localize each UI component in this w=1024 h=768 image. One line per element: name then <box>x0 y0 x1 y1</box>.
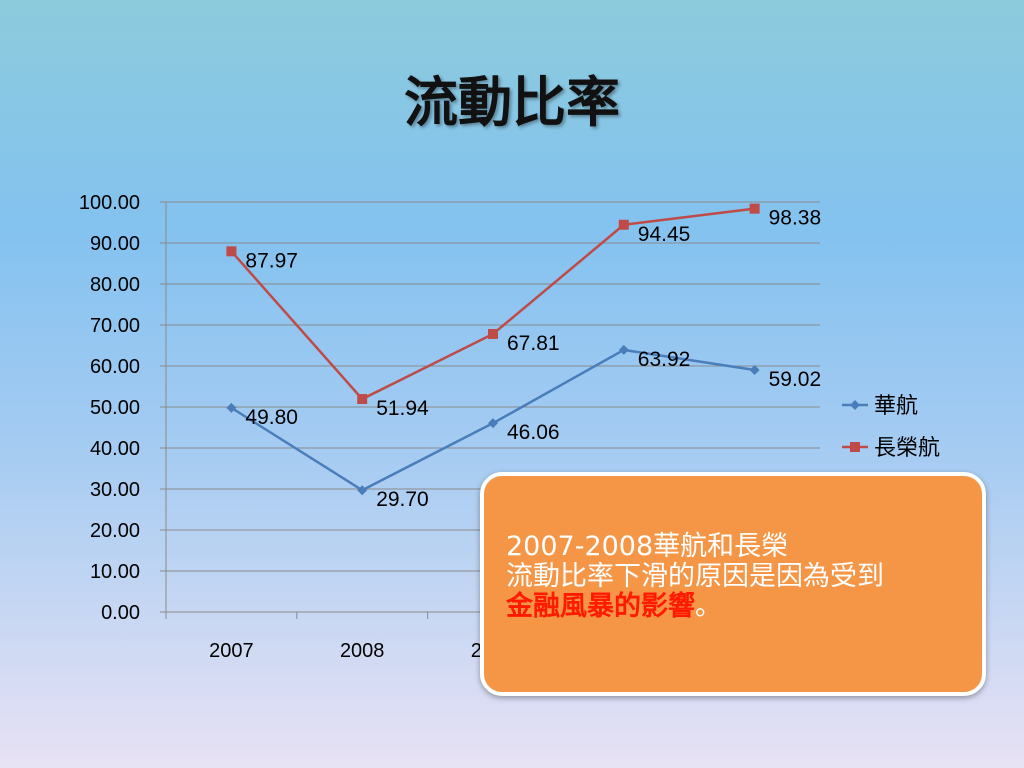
y-tick-label-0: 0.00 <box>101 602 140 624</box>
x-tick-label-2007: 2007 <box>209 640 254 662</box>
series-1-point-2 <box>488 328 498 339</box>
series-0-point-0 <box>226 402 237 413</box>
y-tick-label-6: 60.00 <box>90 356 140 378</box>
series-1-point-0 <box>226 246 237 257</box>
series-1-point-4 <box>749 203 760 214</box>
series-0-point-3 <box>618 344 629 355</box>
y-tick-label-5: 50.00 <box>90 397 140 419</box>
series-0-label-3: 63.92 <box>638 348 691 371</box>
y-tick-label-2: 20.00 <box>90 520 140 542</box>
legend-label-0: 華航 <box>874 394 918 419</box>
callout-line-2: 流動比率下滑的原因是因為受到 <box>506 561 884 592</box>
y-tick-label-8: 80.00 <box>90 274 140 296</box>
series-1-point-1 <box>357 394 368 405</box>
y-tick-label-7: 70.00 <box>90 315 140 337</box>
legend-label-1: 長榮航 <box>874 436 940 461</box>
series-1-point-3 <box>618 219 629 230</box>
y-tick-label-3: 30.00 <box>90 479 140 501</box>
series-1-label-0: 87.97 <box>245 249 298 272</box>
y-tick-label-9: 90.00 <box>90 233 140 255</box>
x-tick-label-2008: 2008 <box>340 640 385 662</box>
callout-line-3: 金融風暴的影響。 <box>506 592 982 622</box>
callout-highlight: 金融風暴的影響 <box>506 591 695 622</box>
series-0-label-0: 49.80 <box>245 406 298 429</box>
y-tick-label-10: 100.00 <box>79 192 140 214</box>
y-tick-label-4: 40.00 <box>90 438 140 460</box>
series-0-point-1 <box>357 485 368 496</box>
callout-box: 2007-2008華航和長榮 流動比率下滑的原因是因為受到 金融風暴的影響。 <box>480 472 986 696</box>
legend-marker-1 <box>850 442 860 452</box>
series-group: 49.80 29.70 46.06 63.92 59.02 87.97 51.94 67.81… <box>226 203 822 511</box>
legend-marker-0 <box>850 400 860 410</box>
series-0-label-2: 46.06 <box>507 421 560 444</box>
callout-line-1: 2007-2008華航和長榮 <box>506 531 789 562</box>
series-1-label-4: 98.38 <box>769 207 822 230</box>
series-1-label-2: 67.81 <box>507 332 560 355</box>
series-1-label-1: 51.94 <box>376 397 429 420</box>
callout-suffix: 。 <box>695 591 722 622</box>
series-0-point-4 <box>749 365 760 376</box>
series-1-label-3: 94.45 <box>638 223 691 246</box>
slide-title: 流動比率 <box>404 71 620 134</box>
series-0-point-2 <box>488 418 498 429</box>
y-tick-labels: 0.00 10.00 20.00 30.00 40.00 50.00 60.00 70.00 8… <box>79 192 140 624</box>
y-tick-label-1: 10.00 <box>90 561 140 583</box>
series-0-label-4: 59.02 <box>769 368 822 391</box>
series-0-label-1: 29.70 <box>376 488 429 511</box>
